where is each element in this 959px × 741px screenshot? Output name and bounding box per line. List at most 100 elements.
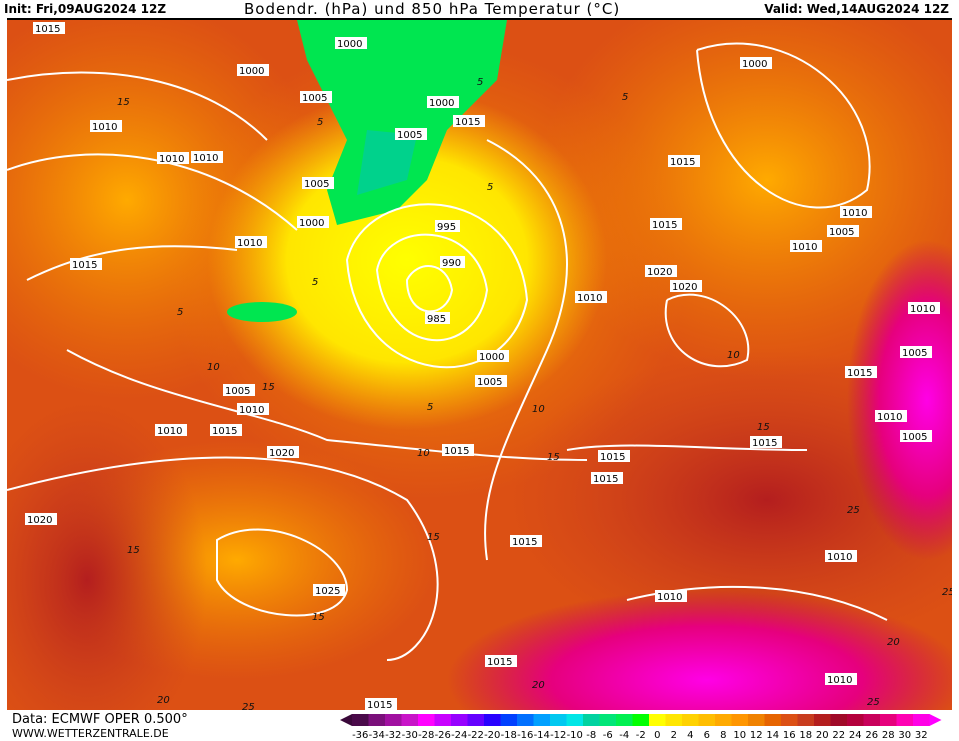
isobar-label: 1000: [335, 37, 367, 50]
isobar-label: 1025: [313, 584, 345, 597]
temperature-label: 5: [487, 182, 493, 193]
legend-tick: -10: [567, 730, 583, 740]
isobar-label: 1020: [645, 265, 677, 278]
legend-swatch: [896, 714, 913, 726]
cold-patch: [227, 302, 297, 322]
temperature-labels: 1555555510151051015151515202525252010152…: [117, 77, 952, 712]
legend-tick: -34: [369, 730, 385, 740]
isobar-label: 1015: [598, 450, 630, 463]
isobar-label: 1015: [442, 444, 474, 457]
legend-swatch: [863, 714, 880, 726]
svg-text:1005: 1005: [397, 130, 422, 141]
legend-tick: 20: [816, 730, 829, 740]
svg-text:1005: 1005: [477, 377, 502, 388]
legend-tick: -26: [435, 730, 451, 740]
legend-swatch: [484, 714, 501, 726]
temperature-label: 5: [622, 92, 628, 103]
svg-text:1015: 1015: [367, 700, 392, 711]
temperature-label: 15: [262, 382, 275, 393]
legend-swatch: [550, 714, 567, 726]
svg-text:1010: 1010: [237, 238, 262, 249]
legend-swatch: [830, 714, 847, 726]
temperature-label: 25: [942, 587, 952, 598]
temperature-label: 20: [532, 680, 545, 691]
svg-text:1010: 1010: [157, 426, 182, 437]
isobar-label: 995: [435, 220, 460, 233]
legend-tick: -36: [352, 730, 368, 740]
svg-text:985: 985: [427, 314, 446, 325]
svg-text:1015: 1015: [444, 446, 469, 457]
temperature-label: 10: [532, 404, 545, 415]
legend-tick: 18: [799, 730, 812, 740]
color-scale-legend: -36 -34 -32 -30 -28 -26 -24 -22 -20 -18 -16 -14 -12-…: [340, 714, 942, 740]
svg-text:1015: 1015: [512, 537, 537, 548]
svg-text:1005: 1005: [902, 348, 927, 359]
legend-tick: 14: [766, 730, 779, 740]
isobar-label: 1010: [840, 206, 872, 219]
isobar-label: 1010: [655, 590, 687, 603]
legend-swatch: [814, 714, 831, 726]
svg-text:1010: 1010: [92, 122, 117, 133]
greenland-core: [357, 130, 417, 195]
isobar-line: [7, 153, 298, 231]
isobar-label: 1015: [591, 472, 623, 485]
header: Init: Fri,09AUG2024 12Z Bodendr. (hPa) u…: [0, 0, 959, 18]
legend-swatch: [632, 714, 649, 726]
isobar-label: 990: [440, 256, 465, 269]
legend-swatch: [616, 714, 633, 726]
temp-field: [847, 240, 952, 560]
isobar-line: [26, 245, 238, 281]
legend-swatch: [797, 714, 814, 726]
isobar-line: [664, 293, 750, 368]
legend-tick: 16: [783, 730, 796, 740]
temperature-label: 10: [417, 448, 430, 459]
legend-tick: 6: [704, 730, 710, 740]
svg-text:1025: 1025: [315, 586, 340, 597]
legend-swatch: [418, 714, 435, 726]
svg-text:1015: 1015: [593, 474, 618, 485]
isobar-label: 1015: [453, 115, 485, 128]
svg-text:1015: 1015: [35, 24, 60, 35]
legend-tick: -12: [550, 730, 566, 740]
legend-swatch: [451, 714, 468, 726]
isobar-label: 1000: [427, 96, 459, 109]
svg-text:1015: 1015: [752, 438, 777, 449]
isobar-label: 1015: [845, 366, 877, 379]
isobar-label: 1020: [25, 513, 57, 526]
isobar-line: [484, 139, 568, 561]
svg-text:990: 990: [442, 258, 461, 269]
legend-tick: -14: [534, 730, 550, 740]
svg-text:1015: 1015: [212, 426, 237, 437]
temperature-label: 5: [317, 117, 323, 128]
legend-swatch: [649, 714, 666, 726]
legend-swatch: [434, 714, 451, 726]
greenland-cold-area: [297, 20, 507, 225]
temperature-label: 5: [312, 277, 318, 288]
legend-swatch: [913, 714, 930, 726]
temperature-label: 10: [727, 350, 740, 361]
temperature-label: 25: [242, 702, 255, 712]
svg-text:1010: 1010: [877, 412, 902, 423]
isobar-line: [566, 444, 808, 451]
legend-tick: 22: [832, 730, 845, 740]
temperature-label: 20: [157, 695, 170, 706]
isobars: [7, 42, 888, 661]
temperature-label: 15: [427, 532, 440, 543]
isobar-label: 1005: [300, 91, 332, 104]
svg-text:995: 995: [437, 222, 456, 233]
isobar-label: 1000: [740, 57, 772, 70]
legend-swatch: [401, 714, 418, 726]
svg-text:1020: 1020: [647, 267, 672, 278]
map-title: Bodendr. (hPa) und 850 hPa Temperatur (°…: [244, 0, 621, 18]
temperature-label: 15: [127, 545, 140, 556]
legend-tick: -22: [468, 730, 484, 740]
isobar-label: 1015: [210, 424, 242, 437]
isobar-label: 1010: [825, 550, 857, 563]
svg-text:1005: 1005: [304, 179, 329, 190]
isobar-label: 1015: [33, 22, 65, 35]
legend-tick: -2: [636, 730, 646, 740]
svg-text:1005: 1005: [902, 432, 927, 443]
legend-tick: -8: [586, 730, 596, 740]
legend-swatch: [500, 714, 517, 726]
svg-text:1010: 1010: [827, 675, 852, 686]
